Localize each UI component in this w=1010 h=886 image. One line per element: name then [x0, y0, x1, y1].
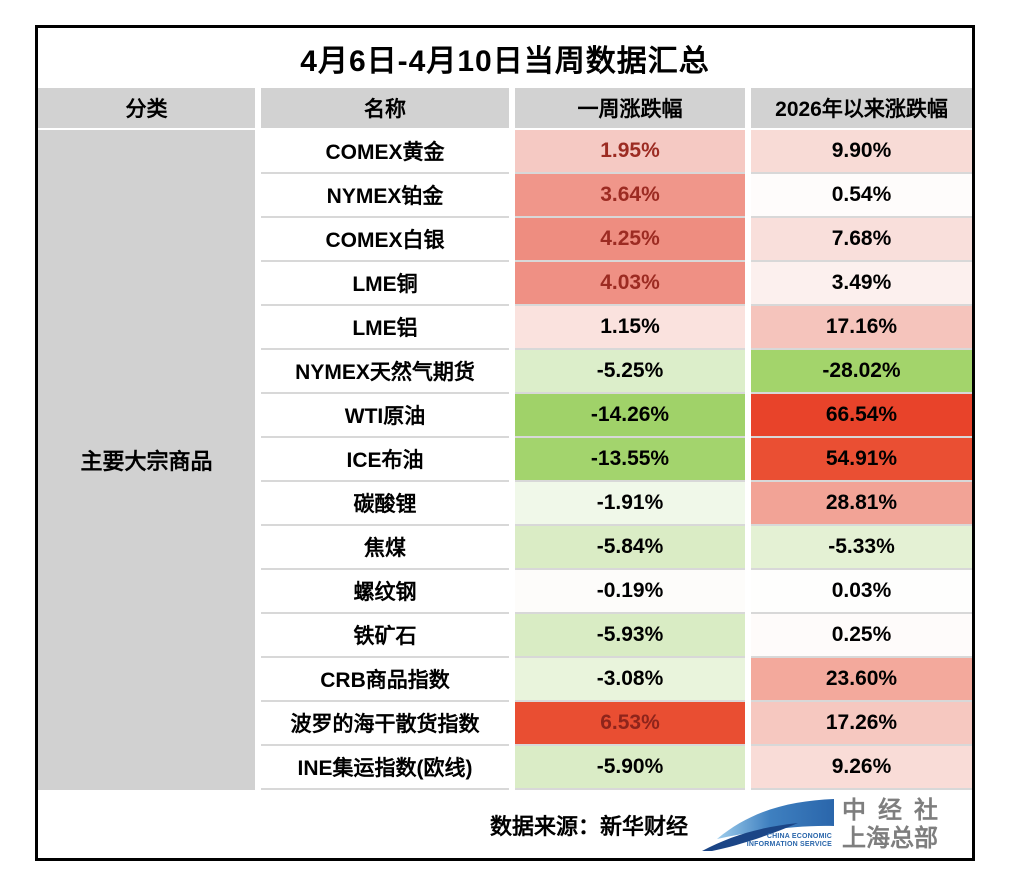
- row-name-cell: 碳酸锂: [261, 482, 509, 526]
- row-name-cell: INE集运指数(欧线): [261, 746, 509, 790]
- ytd-change-cell: 17.16%: [751, 306, 972, 350]
- logo-caption-line2: INFORMATION SERVICE: [746, 841, 832, 848]
- row-name-cell: 波罗的海干散货指数: [261, 702, 509, 746]
- week-change-cell: 6.53%: [515, 702, 745, 746]
- summary-table: 4月6日-4月10日当周数据汇总 分类 名称 一周涨跌幅 2026年以来涨跌幅 …: [35, 25, 975, 861]
- category-merged-cell: 主要大宗商品: [38, 130, 255, 790]
- ytd-change-cell: 9.90%: [751, 130, 972, 174]
- row-name-cell: 螺纹钢: [261, 570, 509, 614]
- week-change-cell: -14.26%: [515, 394, 745, 438]
- ytd-change-cell: 54.91%: [751, 438, 972, 482]
- week-change-cell: 4.03%: [515, 262, 745, 306]
- week-change-cell: 1.15%: [515, 306, 745, 350]
- cneis-logo: CHINA ECONOMIC INFORMATION SERVICE: [702, 798, 834, 852]
- table-body: 主要大宗商品 COMEX黄金 1.95% 9.90% NYMEX铂金 3.64% 0.54…: [38, 130, 972, 790]
- logo-name-line1: 中经社: [842, 796, 938, 824]
- week-change-cell: 1.95%: [515, 130, 745, 174]
- ytd-change-cell: 0.03%: [751, 570, 972, 614]
- week-change-cell: -1.91%: [515, 482, 745, 526]
- table-header: 分类 名称 一周涨跌幅 2026年以来涨跌幅: [38, 88, 972, 128]
- logo-caption-text: CHINA ECONOMIC INFORMATION SERVICE: [747, 833, 832, 849]
- column-header-week-change: 一周涨跌幅: [515, 88, 745, 128]
- row-name-cell: NYMEX天然气期货: [261, 350, 509, 394]
- logo-wordmark: 中经社 上海总部: [842, 797, 938, 854]
- week-change-cell: -3.08%: [515, 658, 745, 702]
- logo-caption-line1: CHINA ECONOMIC: [766, 833, 832, 840]
- column-header-ytd-change: 2026年以来涨跌幅: [751, 88, 972, 128]
- week-change-cell: 4.25%: [515, 218, 745, 262]
- page-title: 4月6日-4月10日当周数据汇总: [300, 45, 710, 78]
- row-name-cell: LME铜: [261, 262, 509, 306]
- column-header-category: 分类: [38, 88, 255, 128]
- data-source-label: 数据来源：新华财经: [489, 814, 688, 839]
- ytd-change-cell: 28.81%: [751, 482, 972, 526]
- ytd-change-cell: 23.60%: [751, 658, 972, 702]
- week-change-cell: -0.19%: [515, 570, 745, 614]
- row-name-cell: 铁矿石: [261, 614, 509, 658]
- row-name-cell: COMEX黄金: [261, 130, 509, 174]
- table-footer: 数据来源：新华财经 CHINA ECONOMIC: [38, 790, 972, 860]
- ytd-change-cell: 7.68%: [751, 218, 972, 262]
- week-change-cell: -13.55%: [515, 438, 745, 482]
- week-change-cell: -5.90%: [515, 746, 745, 790]
- ytd-change-cell: -5.33%: [751, 526, 972, 570]
- row-name-cell: ICE布油: [261, 438, 509, 482]
- ytd-change-cell: 66.54%: [751, 394, 972, 438]
- column-header-name: 名称: [261, 88, 509, 128]
- row-name-cell: LME铝: [261, 306, 509, 350]
- row-name-cell: COMEX白银: [261, 218, 509, 262]
- row-name-cell: CRB商品指数: [261, 658, 509, 702]
- ytd-change-cell: 0.25%: [751, 614, 972, 658]
- row-name-cell: NYMEX铂金: [261, 174, 509, 218]
- logo-name-line2: 上海总部: [842, 825, 938, 852]
- row-name-cell: WTI原油: [261, 394, 509, 438]
- ytd-change-cell: 17.26%: [751, 702, 972, 746]
- ytd-change-cell: -28.02%: [751, 350, 972, 394]
- ytd-change-cell: 9.26%: [751, 746, 972, 790]
- week-change-cell: -5.93%: [515, 614, 745, 658]
- week-change-cell: -5.25%: [515, 350, 745, 394]
- row-name-cell: 焦煤: [261, 526, 509, 570]
- week-change-cell: 3.64%: [515, 174, 745, 218]
- ytd-change-cell: 3.49%: [751, 262, 972, 306]
- ytd-change-cell: 0.54%: [751, 174, 972, 218]
- week-change-cell: -5.84%: [515, 526, 745, 570]
